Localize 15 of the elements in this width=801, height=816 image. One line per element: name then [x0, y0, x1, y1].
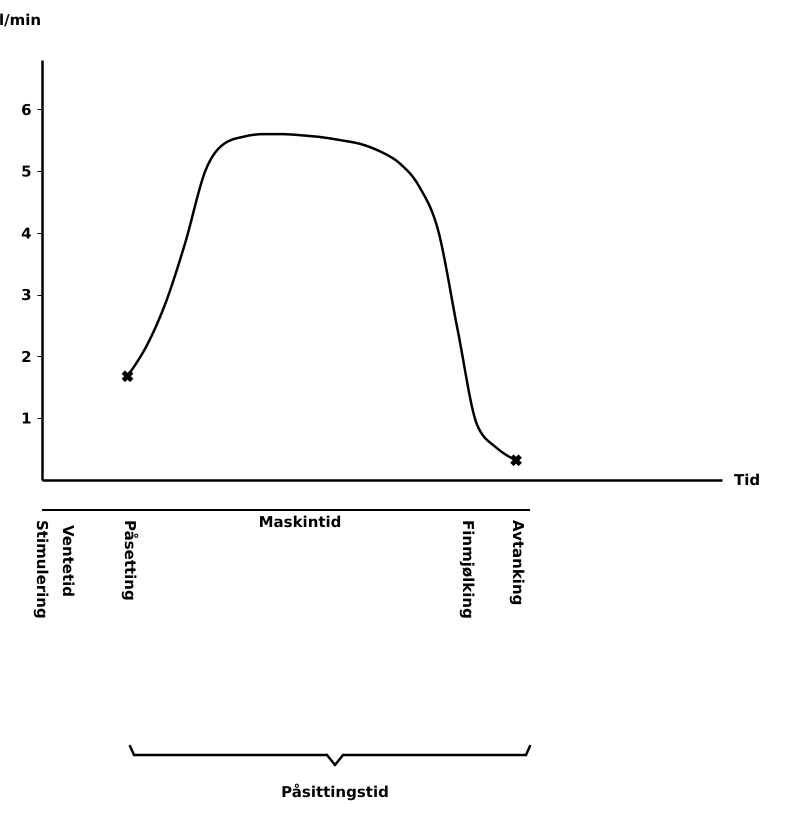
text: Stimulering	[33, 520, 51, 619]
y-tick-label: 6	[21, 100, 32, 119]
x-axis-title: Tid	[734, 471, 760, 489]
y-tick-label: 4	[21, 224, 32, 242]
y-tick-label: 2	[21, 348, 32, 366]
y-axis-title: l/min	[0, 11, 42, 29]
text: Påsittingstid	[281, 783, 389, 801]
y-tick-label: 3	[21, 286, 32, 304]
text: Påsetting	[121, 520, 139, 601]
y-tick-label: 1	[21, 410, 32, 428]
text: Maskintid	[258, 513, 342, 531]
y-tick-label: 5	[21, 162, 32, 181]
text: Ventetid	[59, 525, 77, 598]
text: Avtanking	[509, 520, 527, 606]
text: Finmjølking	[459, 520, 477, 619]
